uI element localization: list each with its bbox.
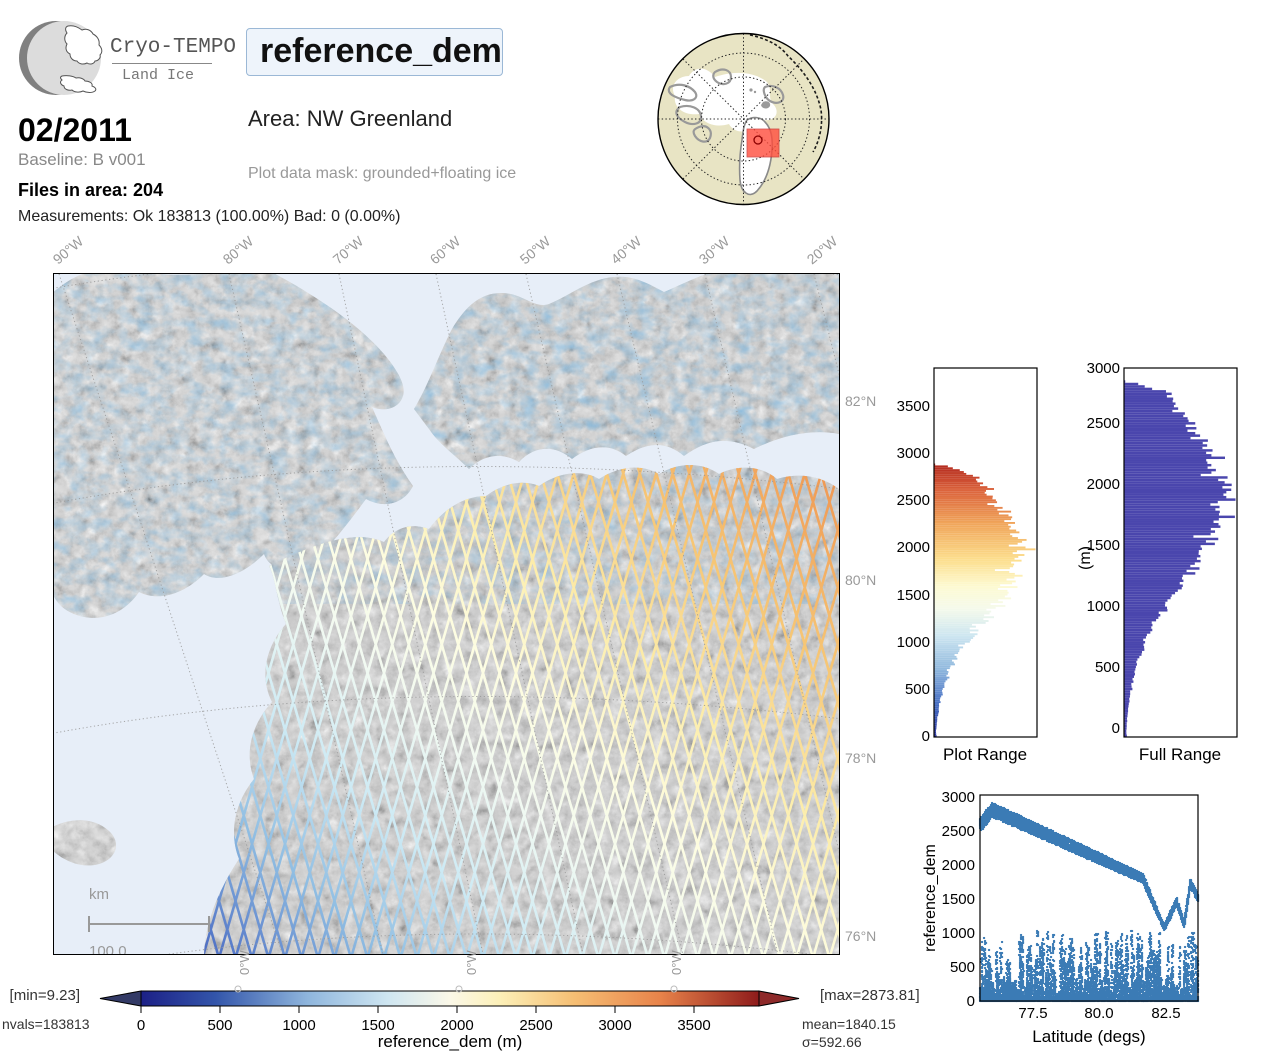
svg-text:(m): (m) (1077, 546, 1094, 570)
svg-text:500: 500 (1095, 659, 1120, 676)
svg-text:1000: 1000 (1087, 598, 1120, 615)
svg-text:0: 0 (922, 728, 930, 745)
svg-text:2500: 2500 (942, 823, 975, 840)
svg-text:80.0: 80.0 (1084, 1005, 1113, 1022)
svg-text:1000: 1000 (282, 1017, 315, 1034)
svg-text:82.5: 82.5 (1151, 1005, 1180, 1022)
svg-text:100.0: 100.0 (89, 943, 127, 954)
svg-text:reference_dem: reference_dem (922, 844, 939, 952)
svg-text:2000: 2000 (897, 539, 930, 556)
svg-text:20°W: 20°W (804, 232, 841, 267)
svg-text:3500: 3500 (677, 1017, 710, 1034)
svg-text:3000: 3000 (598, 1017, 631, 1034)
svg-text:1500: 1500 (361, 1017, 394, 1034)
svg-text:500: 500 (207, 1017, 232, 1034)
svg-text:σ=592.66: σ=592.66 (802, 1034, 862, 1050)
svg-text:reference_dem (m): reference_dem (m) (378, 1032, 523, 1051)
svg-text:2000: 2000 (1087, 476, 1120, 493)
svg-text:Plot Range: Plot Range (943, 745, 1027, 764)
svg-text:70°W: 70°W (330, 232, 367, 267)
svg-text:3000: 3000 (942, 789, 975, 806)
svg-text:40°W: 40°W (608, 232, 645, 267)
svg-text:80°N: 80°N (845, 572, 876, 588)
svg-text:78°N: 78°N (845, 750, 876, 766)
svg-text:nvals=183813: nvals=183813 (2, 1016, 90, 1032)
svg-text:Latitude (degs): Latitude (degs) (1032, 1027, 1145, 1046)
svg-text:3000: 3000 (1087, 360, 1120, 377)
svg-text:50°W: 50°W (517, 232, 554, 267)
svg-text:0: 0 (1112, 720, 1120, 737)
svg-text:mean=1840.15: mean=1840.15 (802, 1016, 896, 1032)
svg-text:2500: 2500 (1087, 415, 1120, 432)
svg-text:[min=9.23]: [min=9.23] (10, 987, 80, 1004)
svg-text:1500: 1500 (942, 891, 975, 908)
svg-text:500: 500 (905, 681, 930, 698)
svg-text:1000: 1000 (897, 634, 930, 651)
svg-text:3000: 3000 (897, 445, 930, 462)
svg-text:500: 500 (950, 959, 975, 976)
svg-text:80°W: 80°W (220, 232, 257, 267)
svg-text:76°N: 76°N (845, 928, 876, 944)
svg-text:0: 0 (967, 993, 975, 1010)
svg-text:2500: 2500 (519, 1017, 552, 1034)
svg-text:km: km (89, 886, 109, 903)
svg-text:1000: 1000 (942, 925, 975, 942)
svg-text:60°W: 60°W (427, 232, 464, 267)
svg-text:1500: 1500 (897, 587, 930, 604)
svg-text:0: 0 (137, 1017, 145, 1034)
svg-text:2500: 2500 (897, 492, 930, 509)
svg-text:[max=2873.81]: [max=2873.81] (820, 987, 920, 1004)
svg-text:77.5: 77.5 (1018, 1005, 1047, 1022)
svg-text:90°W: 90°W (50, 232, 87, 267)
svg-text:Full Range: Full Range (1139, 745, 1221, 764)
svg-text:82°N: 82°N (845, 393, 876, 409)
svg-text:1500: 1500 (1087, 537, 1120, 554)
svg-text:3500: 3500 (897, 398, 930, 415)
svg-text:2000: 2000 (440, 1017, 473, 1034)
svg-text:30°W: 30°W (696, 232, 733, 267)
svg-text:2000: 2000 (942, 857, 975, 874)
